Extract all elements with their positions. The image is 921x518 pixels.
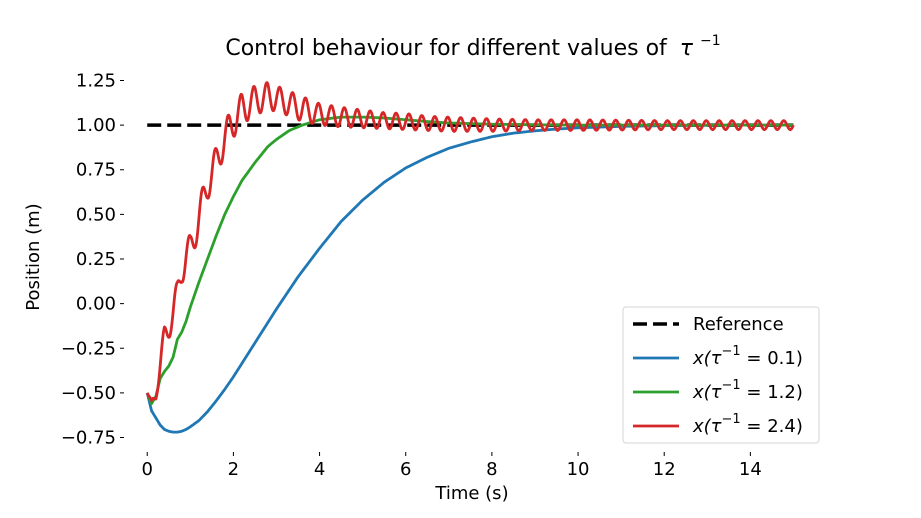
legend-label-0: Reference	[693, 314, 784, 335]
series-line-3	[145, 81, 795, 402]
legend-label-1: x(τ−1 = 0.1)	[692, 344, 803, 369]
legend-frame	[622, 306, 820, 444]
y-axis: −0.75 −0.50 −0.25 0.00 0.25 0.50 0.75 1.00 1.25	[61, 70, 124, 449]
y-tick-label: 1.25	[76, 70, 116, 91]
plot-area	[145, 81, 795, 434]
legend: Reference x(τ−1 = 0.1) x(τ−1 = 1.2) x(τ−1 =…	[622, 306, 820, 444]
y-tick-label: 1.00	[76, 115, 116, 136]
x-tick-label: 2	[228, 459, 239, 480]
y-tick-label: 0.50	[76, 204, 116, 225]
y-tick-label: 0.00	[76, 294, 116, 315]
title-math-symbol: τ	[680, 36, 694, 61]
y-tick-label: 0.75	[76, 160, 116, 181]
svg-text:Control behaviour for differen: Control behaviour for different values o…	[225, 33, 720, 61]
x-tick-label: 0	[142, 459, 153, 480]
x-tick-label: 6	[400, 459, 411, 480]
y-tick-label: −0.50	[61, 383, 116, 404]
chart-title: Control behaviour for different values o…	[225, 33, 720, 61]
x-tick-label: 10	[567, 459, 590, 480]
y-tick-label: −0.25	[61, 338, 116, 359]
y-axis-label: Position (m)	[23, 203, 44, 310]
x-tick-label: 8	[486, 459, 497, 480]
y-tick-label: −0.75	[61, 428, 116, 449]
x-tick-label: 12	[653, 459, 676, 480]
legend-label-3: x(τ−1 = 2.4)	[692, 412, 803, 437]
title-math-exponent: −1	[700, 33, 721, 49]
x-axis: 0 2 4 6 8 10 12 14	[142, 452, 762, 480]
legend-label-2: x(τ−1 = 1.2)	[692, 378, 803, 403]
x-tick-label: 14	[739, 459, 762, 480]
title-prefix: Control behaviour for different values o…	[225, 36, 668, 61]
y-tick-label: 0.25	[76, 249, 116, 270]
x-axis-label: Time (s)	[434, 483, 508, 504]
x-tick-label: 4	[314, 459, 325, 480]
